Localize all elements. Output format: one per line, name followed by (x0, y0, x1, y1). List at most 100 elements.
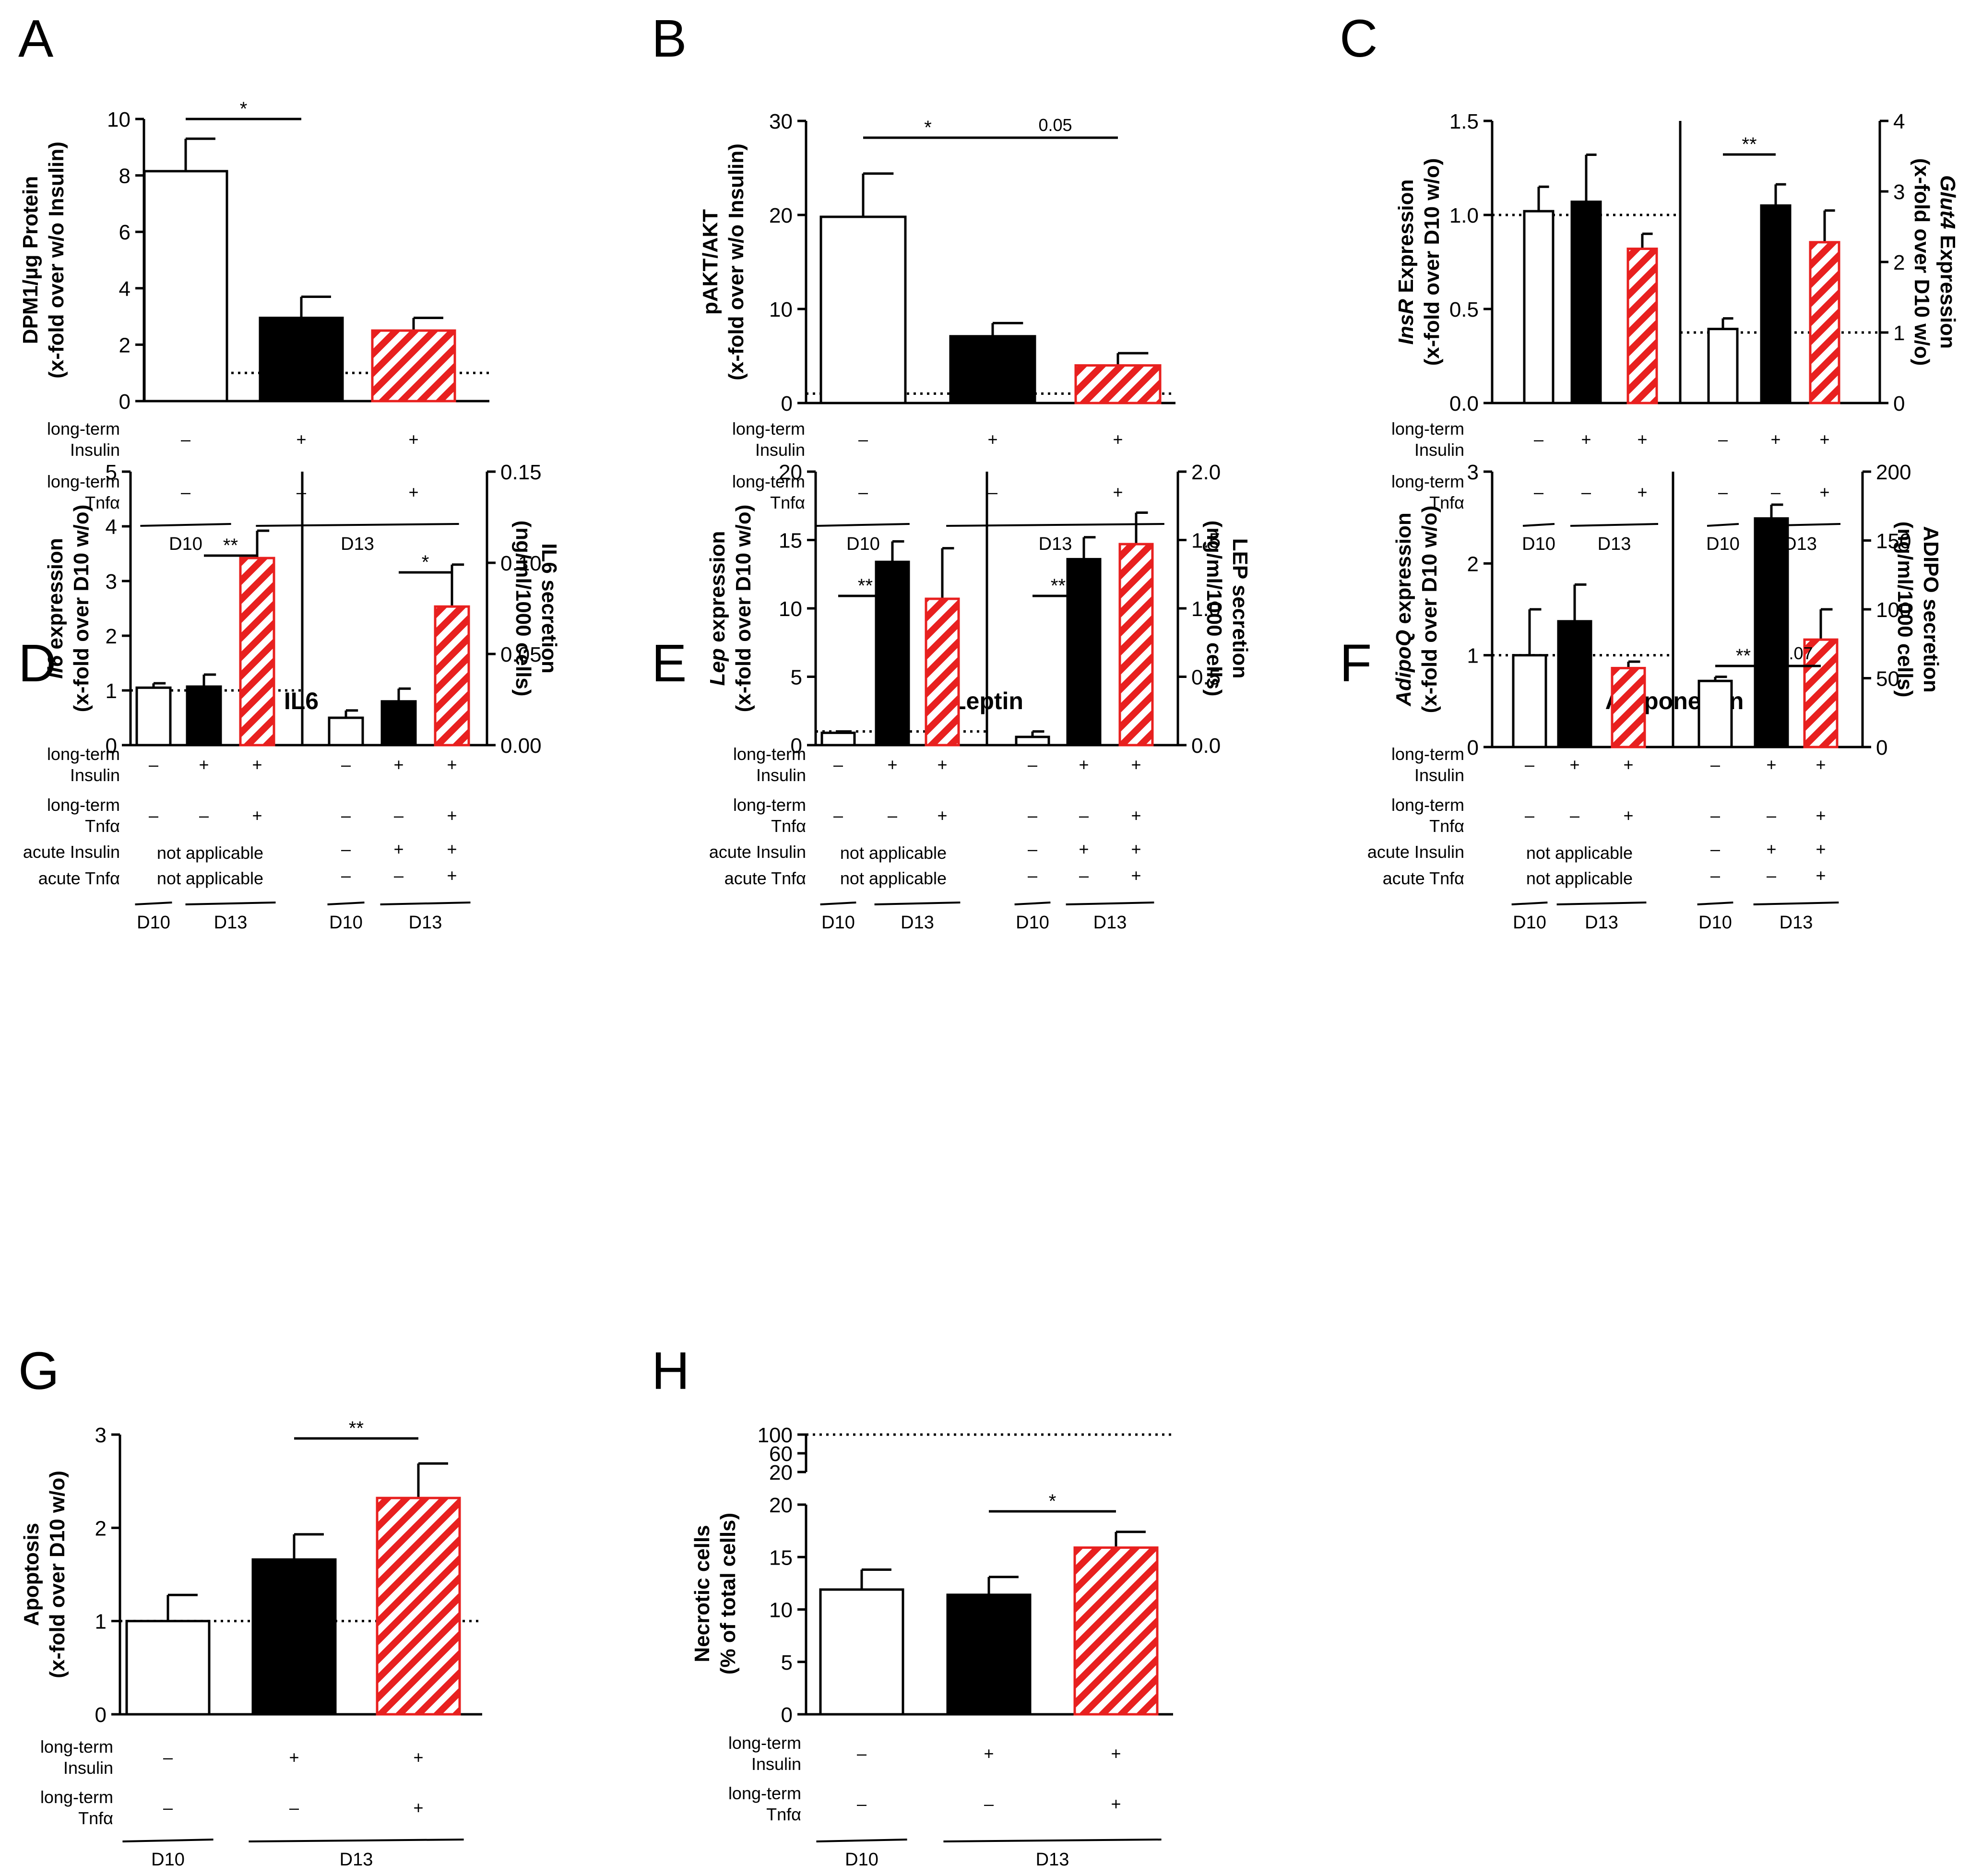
panel-E-y-label-gene: Lep (706, 648, 729, 686)
panel-F-y-label-gene: AdipoQ (1392, 630, 1415, 707)
panel-C-y2-label: Glut4 Expression(x-fold over D10 w/o) (1910, 158, 1959, 366)
panel-B-bar (819, 215, 907, 404)
panel-F-left-group-line (1556, 902, 1647, 905)
panel-A-condition-mark: – (181, 482, 190, 502)
panel-B-y-tick-label: 10 (769, 298, 793, 321)
panel-F-left-group-line (1511, 902, 1548, 905)
panel-G-y-tick-label: 3 (95, 1424, 107, 1447)
panel-F-y2-label-line1: ADIPO secretion (1919, 526, 1943, 692)
panel-G-significance-label: ** (349, 1418, 364, 1439)
panel-D-y-label-gene: Il6 (44, 655, 67, 678)
panel-E-condition-mark: – (1028, 806, 1037, 825)
panel-H-condition-mark: + (984, 1744, 994, 1763)
panel-G-condition-mark: + (289, 1747, 299, 1767)
panel-F-condition-mark: + (1816, 839, 1826, 859)
panel-F-condition-mark: + (1623, 755, 1633, 774)
panel-E-letter: E (652, 634, 687, 693)
panel-A-group-line (140, 523, 231, 527)
panel-E-row-label: acute Tnfα (724, 868, 806, 888)
panel-B-condition-mark: + (1113, 482, 1123, 502)
panel-C-left-group-line (1570, 523, 1659, 527)
panel-D-condition-mark: – (341, 806, 351, 825)
panel-B-group-line (817, 523, 910, 527)
panel-A-bar (143, 170, 228, 403)
panel-C-right-bar (1760, 204, 1792, 404)
panel-G: G 0 1 2 3 Apoptosis (x-fold over D10 w/o) ** lon… (18, 1342, 482, 1870)
panel-D-y-tick-label: 2 (106, 625, 117, 648)
panel-C-y2-label-gene: Glut4 (1936, 175, 1959, 229)
panel-F-significance-label: ** (1736, 645, 1751, 666)
panel-G-y-label: Apoptosis (x-fold over D10 w/o) (20, 1471, 69, 1678)
panel-F-y2-tick-label: 50 (1876, 667, 1899, 691)
panel-G-row-label: long-term (40, 1787, 113, 1807)
panel-D-row-label: acute Tnfα (38, 868, 120, 888)
panel-F-left-bar (1611, 666, 1646, 748)
panel-A-significance-label: * (240, 98, 248, 119)
panel-C-row-label: Insulin (1414, 440, 1464, 460)
panel-D-condition-mark: + (199, 755, 209, 774)
panel-D-y-tick-label: 3 (106, 570, 117, 594)
panel-C-condition-mark: + (1637, 429, 1647, 449)
panel-C-condition-mark: – (1534, 429, 1543, 449)
panel-E-y2-tick-label: 0.5 (1191, 666, 1221, 689)
panel-D-condition-mark: + (447, 839, 457, 859)
panel-D-condition-mark: – (149, 755, 158, 774)
panel-D-left-group-label: D10 (137, 913, 170, 933)
panel-F-left-group-label: D10 (1513, 913, 1546, 933)
panel-F-condition-mark: + (1569, 755, 1579, 774)
panel-E-y2-tick-label: 0.0 (1191, 734, 1221, 758)
panel-C-y2-label-line1: Expression (1936, 229, 1959, 349)
panel-C-condition-mark: – (1718, 482, 1728, 502)
panel-A-y-label: DPM1/µg Protein (x-fold over w/o Insulin) (19, 142, 68, 379)
panel-F-condition-mark: – (1525, 806, 1534, 825)
panel-E-condition-mark: – (888, 806, 897, 825)
panel-D-y-tick-label: 0 (106, 734, 117, 758)
panel-A-y-label-line2: (x-fold over w/o Insulin) (45, 142, 68, 379)
panel-D-row-label: long-term (47, 744, 120, 764)
panel-F-right-group-label: D10 (1698, 913, 1732, 933)
panel-E-row-label: Insulin (756, 765, 806, 785)
panel-E-condition-mark: + (937, 806, 947, 825)
panel-E-y-label-line2: (x-fold over D10 w/o) (732, 505, 755, 712)
panel-F-condition-mark: + (1816, 755, 1826, 774)
panel-E-row-label: long-term (733, 795, 806, 815)
panel-E-left-group-line (820, 902, 856, 905)
panel-A: A 0 2 4 6 8 10 DPM1/µg Protein (x-fold over w/o … (18, 9, 489, 554)
panel-D-y2-label-line2: (ng/ml/1000 cells) (511, 521, 535, 697)
panel-A-y-tick-label: 10 (107, 108, 131, 131)
panel-F-condition-mark: – (1710, 866, 1720, 885)
panel-E-y2-label: LEP secretion(ng/ml/1000 cells) (1202, 521, 1252, 697)
panel-G-group-line (249, 1839, 464, 1842)
panel-B-condition-mark: + (1113, 429, 1123, 449)
panel-F-right-bar (1697, 679, 1733, 748)
panel-D-row-label: Tnfα (85, 816, 120, 836)
panel-F-y2-tick-label: 200 (1876, 461, 1911, 484)
panel-A-y-tick-label: 4 (119, 277, 131, 301)
panel-D-left-group-label: D13 (214, 913, 248, 933)
panel-E-right-group-label: D13 (1093, 913, 1127, 933)
panel-E-left-bar (875, 560, 910, 747)
panel-A-group-line (256, 523, 459, 527)
panel-H-row-label: long-term (728, 1733, 801, 1753)
panel-E-condition-mark: + (1079, 839, 1089, 859)
panel-H-row-label: Tnfα (766, 1805, 801, 1824)
panel-D-y-tick-label: 5 (106, 461, 117, 484)
panel-D-condition-mark: – (341, 866, 351, 885)
panel-F-condition-mark: – (1767, 866, 1776, 885)
panel-B-group-label: D10 (846, 534, 880, 554)
panel-D-significance-label: * (422, 552, 429, 573)
panel-C-left-bar (1626, 248, 1658, 404)
panel-E-condition-mark: – (833, 755, 843, 774)
panel-B-y-tick-label: 0 (781, 392, 793, 416)
panel-E-condition-mark: – (833, 806, 843, 825)
panel-F-condition-mark: – (1767, 806, 1776, 825)
panel-F-row-label: Insulin (1414, 765, 1464, 785)
panel-H-y-label-line2: (% of total cells) (716, 1513, 740, 1674)
panel-G-bar (376, 1496, 461, 1716)
panel-A-row-label: Tnfα (85, 493, 120, 512)
panel-H-y-tick-label: 10 (769, 1599, 793, 1622)
panel-E-y2-label-line2: (ng/ml/1000 cells) (1202, 521, 1226, 697)
